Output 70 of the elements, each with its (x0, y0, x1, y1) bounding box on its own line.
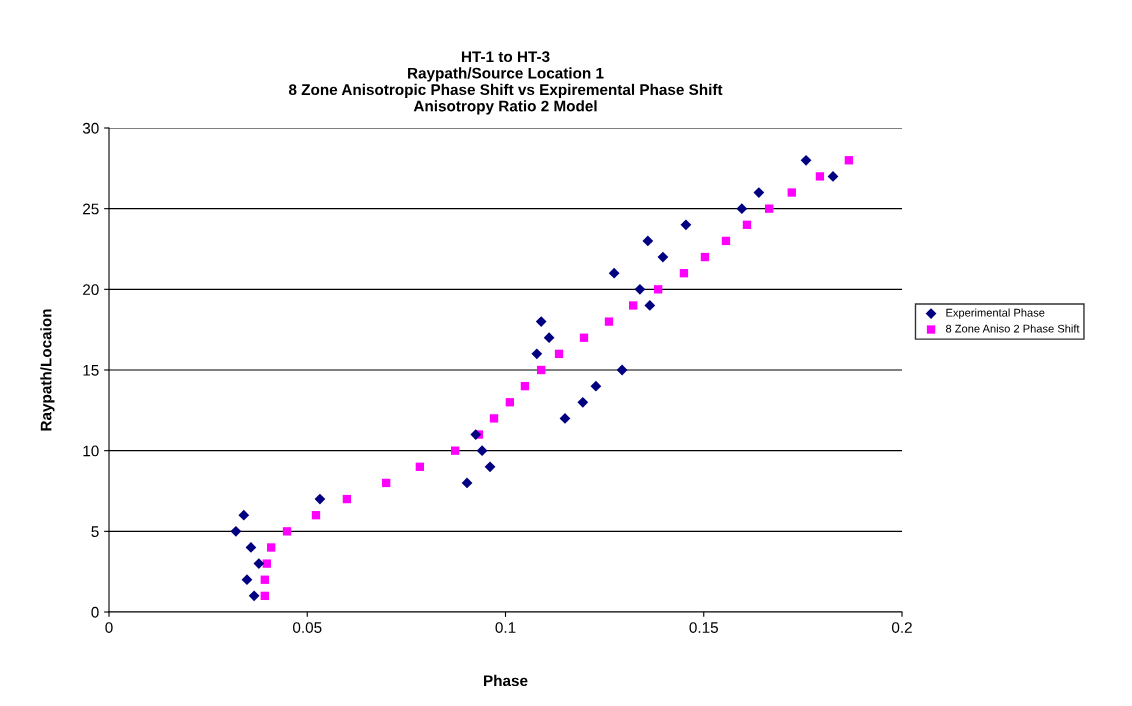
y-tick-label: 30 (82, 122, 99, 134)
point (644, 300, 656, 311)
chart-title: HT-1 to HT-3 Raypath/Source Location 1 8 Zone Anisotropic Phase Shift vs Expiremental Phase Shift Anisotropy Ratio 2 Model (288, 51, 723, 115)
point (267, 543, 276, 552)
point (381, 478, 391, 488)
point (604, 317, 614, 326)
point (238, 509, 250, 521)
x-tick-label: 0 (105, 622, 113, 633)
point (629, 301, 638, 310)
point (253, 558, 265, 569)
point (450, 446, 460, 455)
point (260, 591, 269, 601)
x-tick-label: 0.15 (689, 622, 718, 633)
y-tick-label: 20 (83, 284, 99, 296)
point (608, 267, 620, 279)
y-tick-label: 5 (91, 526, 99, 538)
point (248, 590, 260, 602)
point (680, 219, 692, 231)
point (579, 333, 589, 342)
point (520, 381, 530, 391)
point (543, 332, 555, 344)
point (554, 349, 564, 359)
point (461, 477, 473, 489)
point (535, 316, 547, 327)
point (476, 445, 488, 457)
legend-label: Experimental Phase (946, 308, 1045, 319)
point (616, 364, 628, 376)
point (721, 236, 731, 246)
point (679, 269, 689, 278)
point (531, 348, 543, 360)
y-axis-title: Raypath/Locaion (40, 309, 55, 431)
point (800, 154, 812, 166)
point (241, 574, 253, 586)
y-tick-label: 0 (91, 606, 99, 618)
point (657, 251, 669, 263)
point (765, 204, 774, 213)
point (590, 380, 602, 392)
point (311, 511, 321, 520)
x-tick-label: 0.05 (292, 622, 322, 633)
point (489, 414, 499, 423)
point (559, 413, 571, 424)
point (753, 187, 765, 198)
point (844, 156, 854, 165)
x-tick-label: 0.2 (891, 622, 912, 633)
point (314, 493, 326, 505)
point (260, 575, 269, 584)
point (700, 252, 710, 262)
point (342, 494, 352, 504)
point (415, 462, 425, 471)
legend-label: 8 Zone Aniso 2 Phase Shift (945, 324, 1080, 333)
y-tick-label: 10 (83, 445, 99, 457)
point (787, 188, 796, 197)
point (634, 283, 646, 295)
point (505, 398, 515, 407)
point (262, 559, 271, 568)
point (282, 527, 292, 536)
y-tick-label: 15 (83, 365, 99, 376)
point (815, 172, 825, 181)
point (742, 220, 752, 229)
point (470, 429, 482, 440)
point (537, 365, 546, 375)
point (484, 461, 496, 473)
point (577, 396, 589, 408)
x-tick-label: 0.1 (495, 622, 516, 633)
point (653, 285, 663, 294)
x-axis-title: Phase (484, 674, 528, 687)
point (736, 203, 748, 215)
y-tick-label: 25 (83, 203, 99, 215)
point (230, 525, 242, 537)
point (642, 235, 654, 247)
